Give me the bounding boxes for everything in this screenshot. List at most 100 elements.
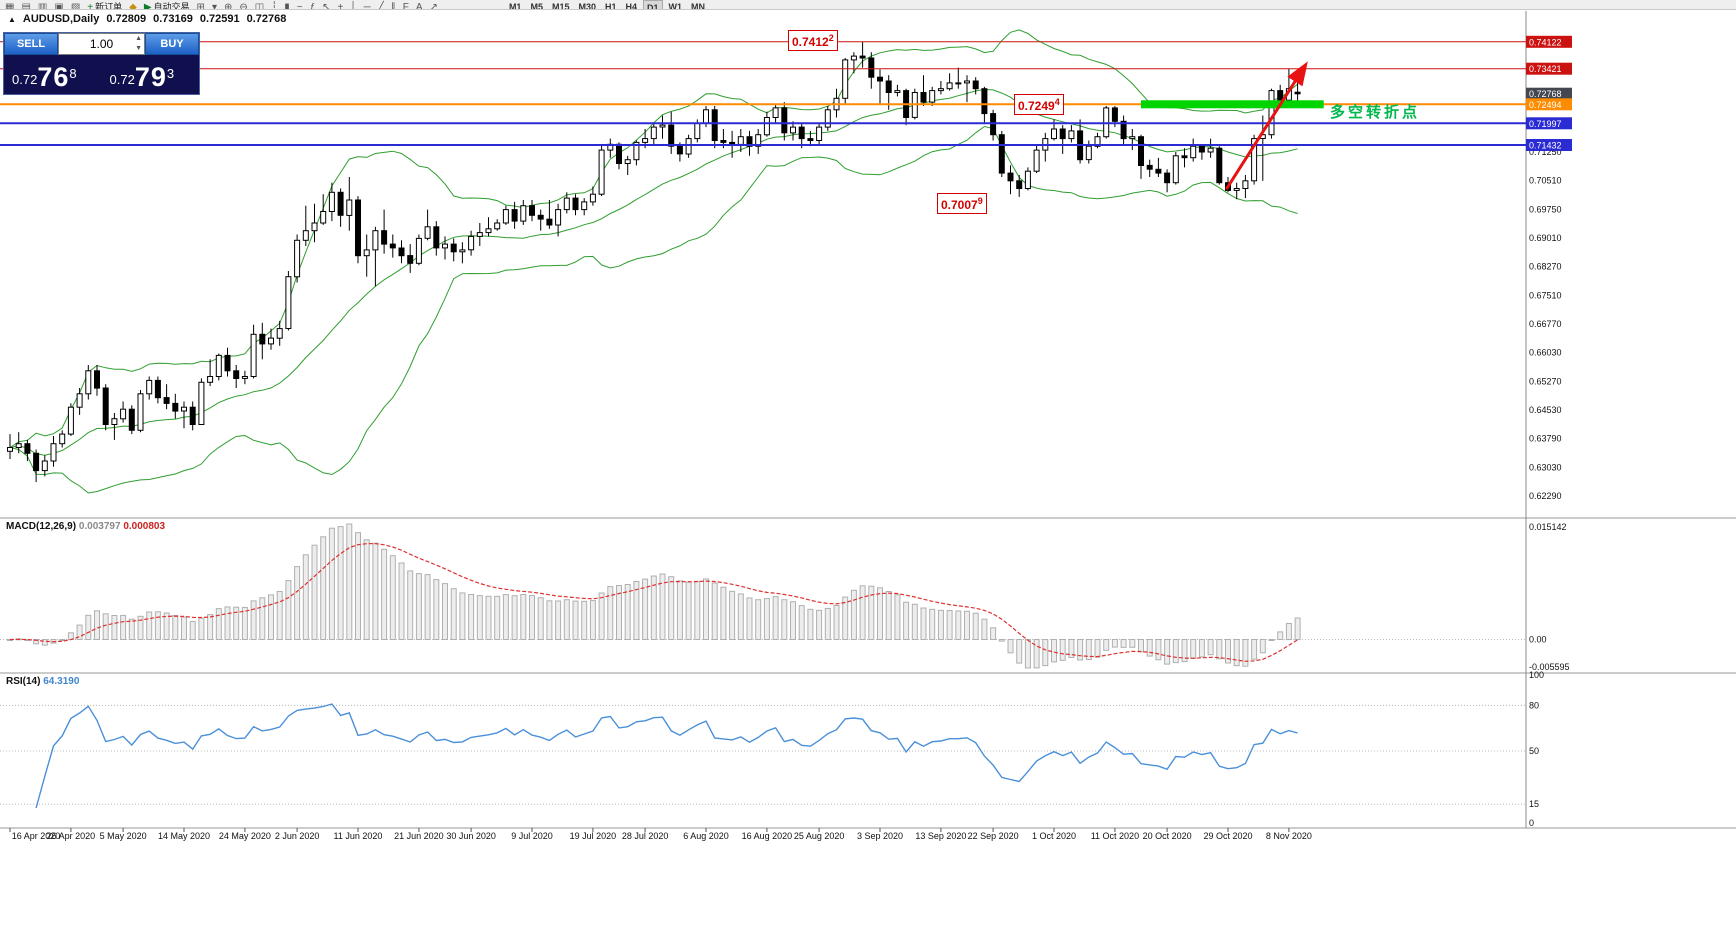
buy-button[interactable]: BUY (145, 33, 199, 55)
timeframe-m15-button[interactable]: M15 (551, 2, 570, 10)
svg-text:0.66030: 0.66030 (1529, 347, 1562, 357)
timeframe-m5-button[interactable]: M5 (530, 2, 543, 10)
svg-text:1 Oct 2020: 1 Oct 2020 (1032, 831, 1076, 841)
horizontal-line-icon[interactable]: ─ (363, 2, 371, 10)
svg-text:0.015142: 0.015142 (1529, 522, 1567, 532)
price-callout-low[interactable]: 0.70079 (937, 193, 987, 214)
market-watch-icon[interactable]: ▤ (21, 2, 31, 10)
text-label-icon[interactable]: A (415, 2, 423, 10)
timeframe-m1-button[interactable]: M1 (508, 2, 522, 10)
svg-text:0.00: 0.00 (1529, 635, 1547, 645)
auto-trading-button[interactable]: ▶ 自动交易 (142, 0, 192, 9)
svg-text:0.69010: 0.69010 (1529, 233, 1562, 243)
svg-text:16 Aug 2020: 16 Aug 2020 (742, 831, 793, 841)
cursor-icon[interactable]: ↖ (322, 2, 331, 10)
timeframe-w1-button[interactable]: W1 (668, 2, 683, 10)
svg-text:29 Oct 2020: 29 Oct 2020 (1203, 831, 1252, 841)
sell-button[interactable]: SELL (4, 33, 58, 55)
timeframe-h4-button[interactable]: H4 (625, 2, 638, 10)
svg-text:15: 15 (1529, 799, 1539, 809)
svg-text:-0.005595: -0.005595 (1529, 662, 1570, 672)
svg-text:0.63790: 0.63790 (1529, 433, 1562, 443)
support-zone-highlight[interactable] (1141, 100, 1324, 109)
rsi-axis[interactable]: 100 80 50 15 0 (1529, 670, 1544, 828)
svg-text:0.65270: 0.65270 (1529, 377, 1562, 387)
svg-text:21 Jun 2020: 21 Jun 2020 (394, 831, 444, 841)
svg-text:0.71997: 0.71997 (1529, 119, 1562, 129)
ohlc-close-value: 0.72768 (246, 13, 287, 25)
sell-price-big: 76 (37, 62, 70, 92)
trend-arrow[interactable] (1225, 61, 1308, 191)
tile-windows-icon[interactable]: ◫ (254, 2, 265, 10)
svg-text:0.70510: 0.70510 (1529, 175, 1562, 185)
buy-price-big: 79 (134, 62, 167, 92)
arrows-icon[interactable]: ↗ (429, 2, 438, 10)
svg-text:0.71432: 0.71432 (1529, 141, 1562, 151)
rsi-panel (0, 703, 1526, 809)
buy-price[interactable]: 0.72 79 3 (102, 55, 200, 94)
price-axis[interactable]: 0.71250 0.70510 0.69750 0.69010 0.68270 0.675… (1526, 35, 1572, 501)
timeframe-mn-button[interactable]: MN (691, 2, 706, 10)
ohlc-open-value: 0.72809 (106, 13, 147, 25)
svg-text:24 May 2020: 24 May 2020 (219, 831, 271, 841)
svg-text:30 Jun 2020: 30 Jun 2020 (446, 831, 496, 841)
sell-price-base: 0.72 (12, 72, 38, 87)
profiles-icon[interactable]: ▾ (211, 2, 217, 10)
vertical-line-icon[interactable]: │ (350, 2, 357, 10)
svg-text:22 Sep 2020: 22 Sep 2020 (968, 831, 1019, 841)
volume-value[interactable]: 1.00 (89, 37, 114, 51)
svg-text:100: 100 (1529, 670, 1544, 680)
volume-spinner: ▲ ▼ (135, 34, 142, 54)
svg-text:16 Apr 2020: 16 Apr 2020 (12, 831, 61, 841)
pivot-annotation-text[interactable]: 多空转折点 (1330, 104, 1421, 121)
chart-window-icon[interactable]: ▦ (5, 2, 15, 10)
svg-text:0.72494: 0.72494 (1529, 100, 1562, 110)
rsi-line (35, 703, 1298, 809)
candlestick-chart-icon[interactable]: ▮ (284, 2, 290, 10)
timeframe-h1-button[interactable]: H1 (605, 2, 617, 10)
symbol-period-label: AUDUSD,Daily (22, 13, 100, 25)
crosshair-icon[interactable]: + (337, 2, 344, 10)
svg-text:0.63030: 0.63030 (1529, 463, 1562, 473)
price-callout-high[interactable]: 0.74122 (788, 30, 838, 51)
svg-text:5 May 2020: 5 May 2020 (100, 831, 147, 841)
ohlc-high-value: 0.73169 (153, 13, 193, 25)
price-callout-pivot[interactable]: 0.72494 (1014, 94, 1064, 115)
one-click-collapse-icon[interactable]: ▲ (8, 14, 16, 24)
sell-price[interactable]: 0.72 76 8 (4, 55, 102, 94)
metaeditor-icon[interactable]: ◆ (129, 2, 137, 10)
svg-text:2 Jun 2020: 2 Jun 2020 (275, 831, 320, 841)
data-window-icon[interactable]: ▥ (37, 2, 48, 10)
zoom-out-icon[interactable]: ⊖ (239, 2, 248, 10)
zoom-in-icon[interactable]: ⊕ (223, 2, 233, 10)
volume-down-button[interactable]: ▼ (135, 45, 142, 52)
timeframe-d1-button[interactable]: D1 (643, 0, 663, 9)
indicators-icon[interactable]: ƒ (309, 2, 316, 10)
svg-text:3 Sep 2020: 3 Sep 2020 (857, 831, 903, 841)
bar-chart-icon[interactable]: ┆ (271, 2, 278, 10)
volume-up-button[interactable]: ▲ (135, 35, 142, 42)
new-order-button[interactable]: + 新订单 (85, 0, 124, 9)
top-toolbar: ▦ ▤ ▥ ▣ ▧ + 新订单 ◆ ▶ 自动交易 ⊞ ▾ ⊕ ⊖ ◫ ┆ ▮ ~ ƒ ↖ + │ ─ ╱ ∥ F A ↗ M1 M5 M15… (0, 0, 1736, 10)
macd-signal-value: 0.000803 (123, 521, 166, 532)
macd-panel (0, 523, 1526, 669)
svg-text:28 Jul 2020: 28 Jul 2020 (622, 831, 669, 841)
fibonacci-icon[interactable]: F (402, 2, 409, 10)
macd-axis[interactable]: 0.015142 0.00 -0.005595 (1529, 522, 1570, 672)
svg-text:0.71250: 0.71250 (1529, 147, 1562, 157)
svg-text:26 Apr 2020: 26 Apr 2020 (47, 831, 96, 841)
terminal-icon[interactable]: ▧ (70, 2, 81, 10)
svg-text:14 May 2020: 14 May 2020 (158, 831, 210, 841)
svg-text:0.74122: 0.74122 (1529, 37, 1562, 47)
svg-text:0.64530: 0.64530 (1529, 405, 1562, 415)
line-chart-icon[interactable]: ~ (296, 2, 303, 10)
navigator-icon[interactable]: ▣ (54, 2, 64, 10)
timeframe-m30-button[interactable]: M30 (578, 2, 596, 10)
svg-text:0.66770: 0.66770 (1529, 319, 1562, 329)
trendline-icon[interactable]: ╱ (377, 2, 384, 10)
new-chart-icon[interactable]: ⊞ (196, 2, 205, 10)
channel-icon[interactable]: ∥ (390, 2, 396, 10)
volume-input[interactable]: 1.00 ▲ ▼ (58, 33, 145, 55)
